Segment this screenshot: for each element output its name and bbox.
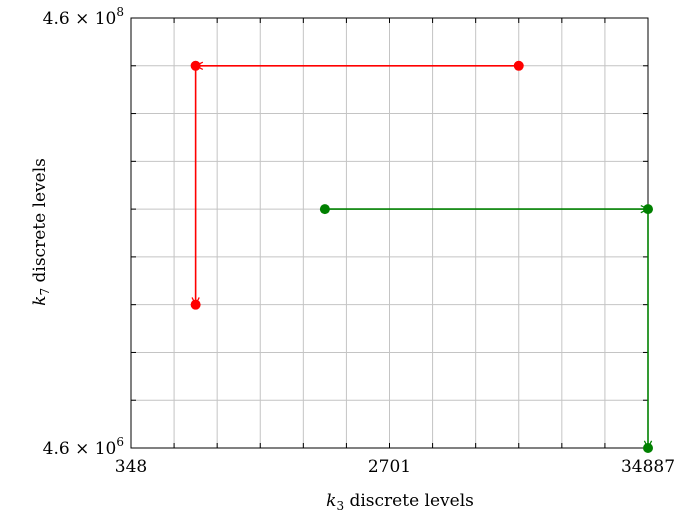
grid — [131, 18, 648, 448]
y-tick-label: 4.6 × 108 — [43, 5, 124, 29]
series-1-point — [513, 60, 524, 71]
series-layer — [190, 60, 653, 453]
y-axis-label: k7 discrete levels — [30, 158, 52, 306]
series-2-point — [319, 204, 330, 215]
x-axis-label: k3 discrete levels — [326, 491, 474, 513]
x-tick-label: 34887 — [621, 457, 675, 477]
series-1-point — [190, 60, 201, 71]
series-1-point — [190, 299, 201, 310]
y-tick-label: 4.6 × 106 — [43, 435, 124, 459]
series-2-point — [643, 204, 653, 215]
x-tick-label: 348 — [115, 457, 147, 477]
ticks: 348 2701 34887 4.6 × 106 4.6 × 108 — [43, 5, 675, 477]
series-2-point — [643, 443, 653, 453]
x-tick-label: 2701 — [368, 457, 411, 477]
